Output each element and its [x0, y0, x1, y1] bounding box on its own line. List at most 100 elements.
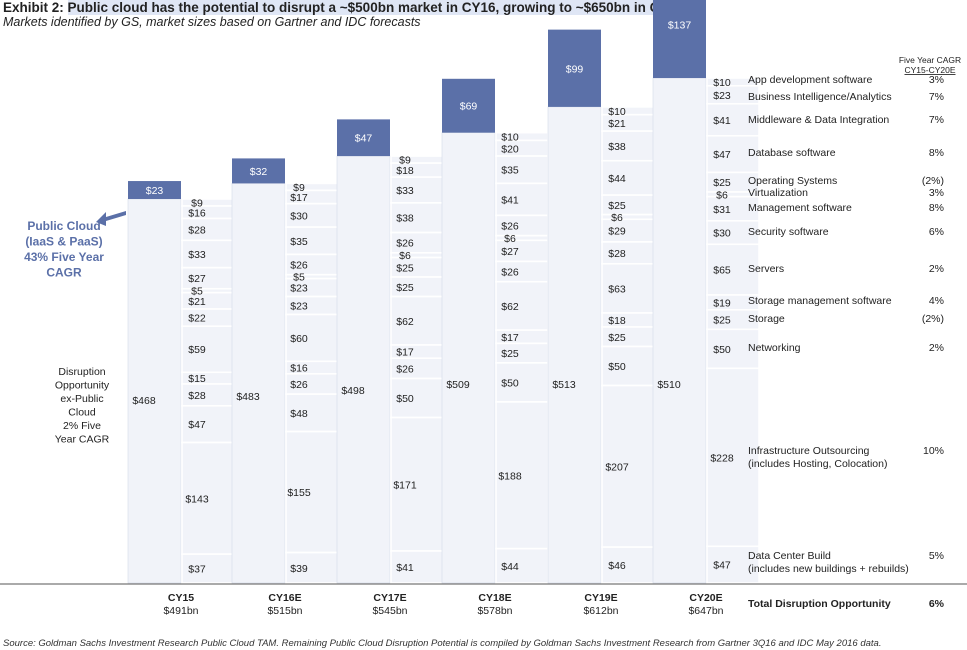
segment-bar-CY20E-12: [706, 367, 760, 548]
segment-value-label: $31: [713, 204, 731, 216]
segment-value-label: $48: [290, 408, 308, 420]
segment-value-label: $59: [188, 344, 206, 356]
segment-bar-CY15-0: [181, 198, 235, 207]
segment-value-label: $10: [608, 106, 626, 118]
segment-value-label: $5: [293, 272, 305, 284]
segment-value-label: $21: [188, 296, 206, 308]
segment-bar-CY19E-11: [601, 345, 655, 387]
disruption-value-label: $498: [341, 385, 365, 397]
segment-bar-CY20E-6: [706, 195, 760, 222]
segment-bar-CY15-3: [181, 239, 235, 269]
segment-value-label: $26: [290, 260, 308, 272]
public-cloud-arrow: [96, 211, 126, 226]
disruption-bar-CY15: [127, 198, 182, 584]
segment-bar-CY17E-13: [390, 550, 444, 584]
x-tick-label: CY16E: [268, 592, 301, 604]
source-note: Source: Goldman Sachs Investment Researc…: [3, 638, 882, 649]
segment-value-label: $47: [713, 560, 731, 572]
segment-value-label: $26: [396, 363, 414, 375]
x-total-label: $578bn: [477, 605, 512, 617]
segment-value-label: $28: [188, 390, 206, 402]
segment-value-label: $25: [608, 200, 626, 212]
segment-value-label: $17: [290, 192, 308, 204]
disruption-value-label: $510: [657, 379, 681, 391]
disruption-annotation: ex-Public: [60, 393, 103, 405]
segment-value-label: $47: [188, 419, 206, 431]
segment-value-label: $25: [501, 348, 519, 360]
legend-label: Infrastructure Outsourcing: [748, 445, 870, 457]
segment-bar-CY17E-11: [390, 377, 444, 419]
disruption-bar-CY20E: [652, 77, 707, 584]
legend-cagr: 4%: [929, 295, 944, 307]
segment-value-label: $17: [501, 332, 519, 344]
segment-bar-CY19E-13: [601, 546, 655, 584]
segment-bar-CY19E-3: [601, 159, 655, 196]
legend-label: Data Center Build: [748, 550, 831, 562]
public-cloud-annotation: CAGR: [46, 266, 82, 280]
segment-bar-CY18E-3: [495, 182, 549, 217]
cloud-value-label: $99: [566, 63, 584, 75]
segment-value-label: $25: [713, 315, 731, 327]
segment-value-label: $20: [501, 143, 519, 155]
legend-label: Security software: [748, 226, 829, 238]
legend-cagr: 3%: [929, 74, 944, 86]
cloud-bar-CY16E: [232, 158, 285, 184]
x-tick-label: CY17E: [373, 592, 406, 604]
cloud-bar-CY19E: [548, 29, 601, 107]
legend-label: Operating Systems: [748, 175, 837, 187]
cloud-bar-CY18E: [442, 78, 495, 133]
segment-bar-CY17E-2: [390, 176, 444, 204]
segment-value-label: $62: [501, 301, 519, 313]
x-tick-label: CY15: [168, 592, 194, 604]
disruption-bar-CY16E: [231, 183, 286, 584]
legend-cagr: (2%): [922, 175, 944, 187]
segment-value-label: $15: [188, 373, 206, 385]
segment-value-label: $25: [713, 177, 731, 189]
legend-cagr: 6%: [929, 226, 944, 238]
disruption-annotation: Disruption: [58, 366, 105, 378]
segment-value-label: $41: [396, 562, 414, 574]
segment-value-label: $26: [501, 221, 519, 233]
legend-label: Virtualization: [748, 187, 808, 199]
segment-value-label: $10: [501, 132, 519, 144]
x-tick-label: CY18E: [478, 592, 511, 604]
disruption-value-label: $468: [132, 395, 156, 407]
segment-bar-CY18E-8: [495, 280, 549, 331]
disruption-bar-CY19E: [547, 106, 602, 584]
chart-title: Exhibit 2: Public cloud has the potentia…: [3, 0, 684, 15]
legend-label: Storage management software: [748, 295, 892, 307]
segment-bar-CY17E-12: [390, 416, 444, 552]
segment-value-label: $38: [396, 213, 414, 225]
segment-value-label: $6: [504, 233, 516, 245]
segment-value-label: $28: [188, 224, 206, 236]
segment-bar-CY18E-2: [495, 155, 549, 185]
segment-value-label: $22: [188, 313, 206, 325]
legend-label: Business Intelligence/Analytics: [748, 91, 892, 103]
legend-cagr: 2%: [929, 342, 944, 354]
legend-cagr: 3%: [929, 187, 944, 199]
segment-value-label: $6: [716, 189, 728, 201]
segment-value-label: $18: [608, 315, 626, 327]
segment-value-label: $17: [396, 347, 414, 359]
disruption-value-label: $483: [236, 391, 260, 403]
segment-value-label: $207: [605, 461, 629, 473]
segment-value-label: $25: [608, 332, 626, 344]
title-prefix: Exhibit 2:: [3, 0, 68, 15]
disruption-annotation: Year CAGR: [55, 434, 110, 446]
segment-value-label: $23: [290, 301, 308, 313]
legend-cagr: 10%: [923, 445, 944, 457]
legend-cagr: 7%: [929, 91, 944, 103]
segment-bar-CY20E-2: [706, 102, 760, 137]
legend-label: Database software: [748, 147, 836, 159]
segment-value-label: $30: [290, 210, 308, 222]
segment-value-label: $39: [290, 563, 308, 575]
cagr-header-sub: CY15-CY20E: [904, 65, 955, 75]
segment-value-label: $23: [290, 283, 308, 295]
segment-value-label: $28: [608, 248, 626, 260]
segment-value-label: $47: [713, 149, 731, 161]
disruption-annotation: Opportunity: [55, 380, 110, 392]
segment-value-label: $9: [399, 155, 411, 167]
segment-value-label: $27: [501, 246, 519, 258]
segment-value-label: $9: [191, 198, 203, 210]
